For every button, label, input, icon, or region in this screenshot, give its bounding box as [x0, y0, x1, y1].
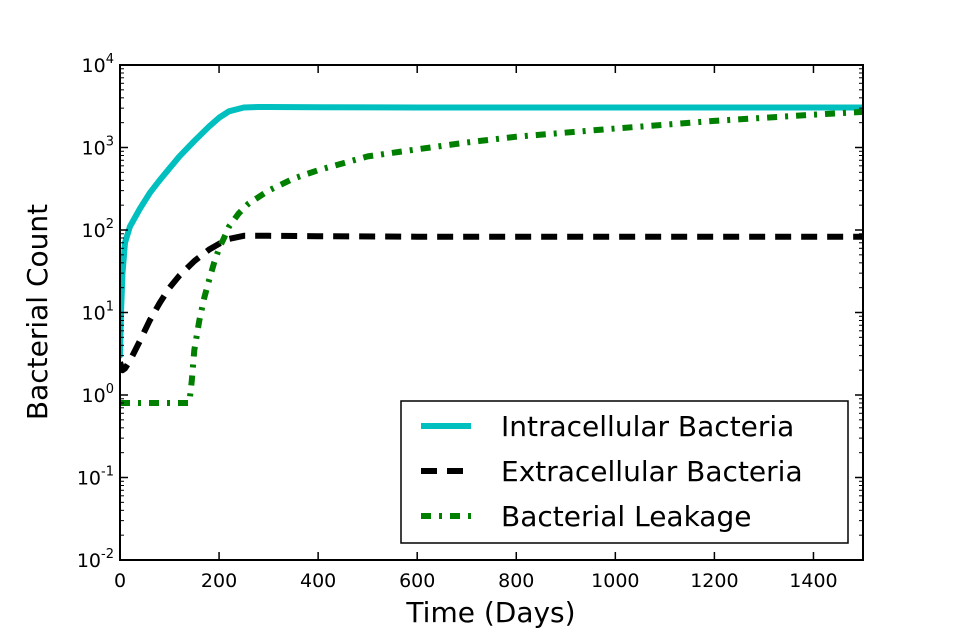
- legend-label-2: Extracellular Bacteria: [501, 455, 803, 488]
- x-tick-label: 400: [300, 570, 336, 592]
- x-tick-label: 800: [498, 570, 534, 592]
- y-tick-label: 102: [82, 217, 114, 242]
- legend: Intracellular Bacteria Extracellular Bact…: [400, 400, 849, 544]
- x-tick-label: 1200: [690, 570, 738, 592]
- x-tick-label: 600: [399, 570, 435, 592]
- y-tick-label: 104: [82, 52, 114, 77]
- y-axis-label: Bacterial Count: [21, 204, 54, 420]
- y-tick-label: 103: [82, 135, 114, 160]
- ticks-layer: 0 200 400 600 800 1000 1200 1400 10-2 10-1 100 101 1…: [77, 52, 863, 592]
- legend-label-1: Intracellular Bacteria: [501, 410, 794, 443]
- series-line-3: [120, 108, 863, 406]
- legend-label-3: Bacterial Leakage: [501, 500, 751, 533]
- series-layer: [120, 104, 863, 406]
- y-tick-label: 10-1: [77, 465, 114, 490]
- y-tick-label: 101: [82, 300, 114, 325]
- x-tick-label: 200: [201, 570, 237, 592]
- y-tick-label: 10-2: [77, 547, 114, 572]
- series-line-1: [120, 104, 863, 359]
- series-line-2: [120, 232, 863, 374]
- x-tick-label: 1400: [789, 570, 837, 592]
- legend-box: [400, 400, 849, 544]
- x-axis-label: Time (Days): [405, 596, 575, 629]
- x-tick-label: 0: [114, 570, 126, 592]
- x-tick-label: 1000: [591, 570, 639, 592]
- y-tick-label: 100: [82, 382, 114, 407]
